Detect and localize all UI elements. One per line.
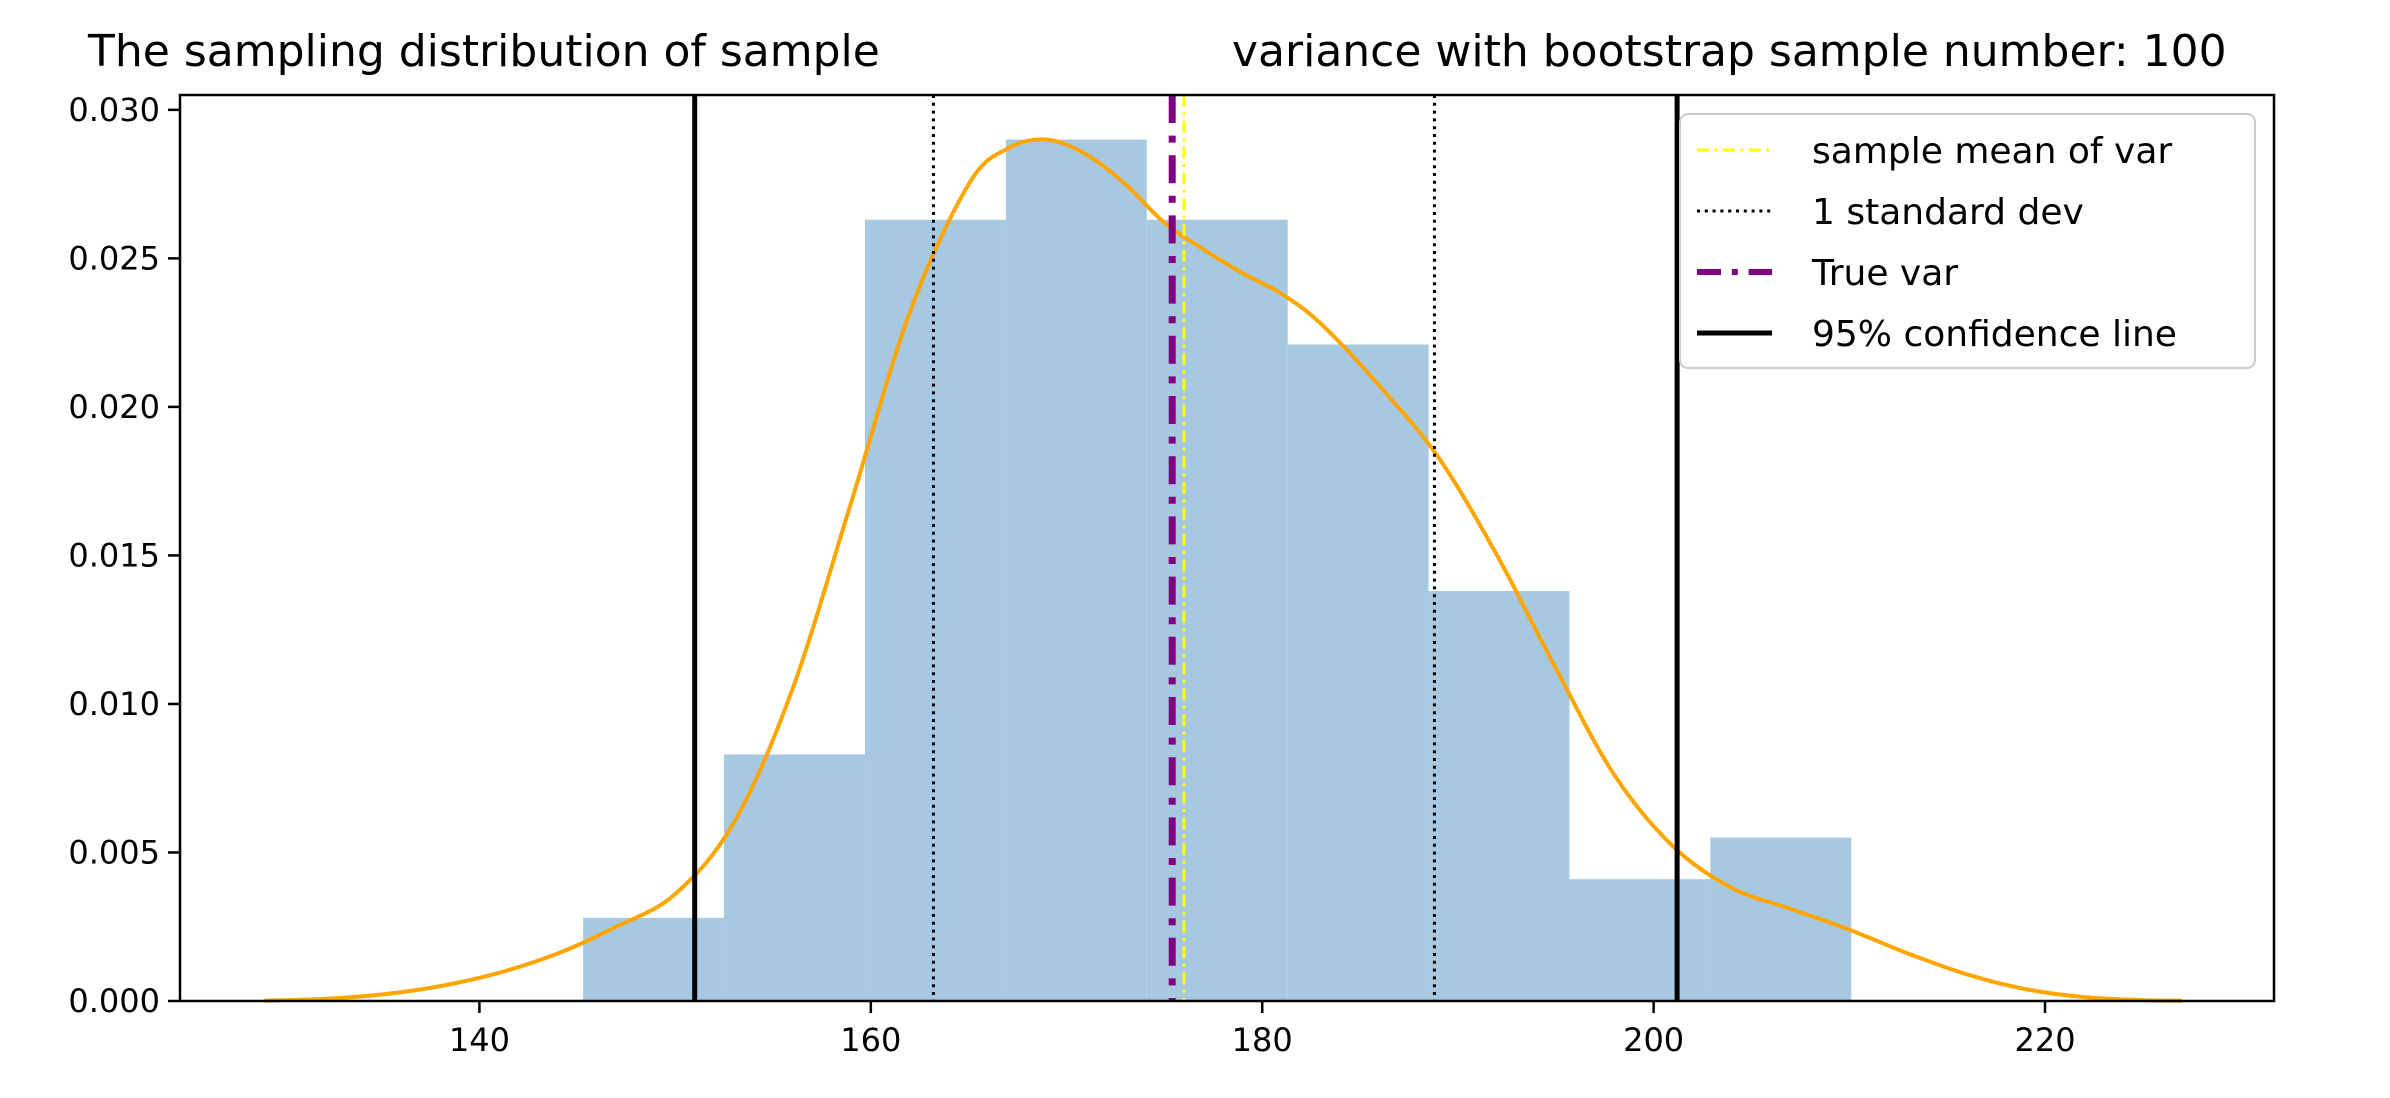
legend-box [1679,113,2256,369]
plot-frame [178,93,2276,1003]
legend-label-2: True var [1811,253,1958,294]
legend-label-1: 1 standard dev [1812,192,2084,233]
histogram-bar-3 [1005,139,1147,1001]
kde-curve-group [264,137,2183,1003]
legend-label-3: 95% confidence line [1812,314,2177,355]
legend: sample mean of var 1 standard dev True var… [1679,113,2256,369]
chart-title-right: variance with bootstrap sample number: 1… [1232,26,2227,77]
y-tick-label-3: 0.015 [68,536,160,574]
histogram-bar-0 [583,917,725,1001]
x-axis-ticks: 140 160 180 200 220 [449,1001,2076,1059]
kde-curve [264,137,2183,1003]
x-tick-label-4: 220 [2014,1021,2075,1059]
vertical-lines [692,95,1680,1001]
histogram-bar-6 [1428,591,1570,1001]
histogram-bar-1 [724,754,865,1001]
y-tick-label-5: 0.025 [68,239,160,277]
histogram-bar-4 [1146,219,1288,1002]
y-axis-ticks: 0.000 0.005 0.010 0.015 0.020 0.025 0.030 [68,91,180,1020]
y-tick-label-6: 0.030 [68,91,160,129]
y-tick-label-4: 0.020 [68,388,160,426]
chart-title-left: The sampling distribution of sample [87,26,880,77]
y-tick-label-1: 0.005 [68,833,160,871]
x-tick-label-2: 180 [1232,1021,1293,1059]
x-tick-label-1: 160 [840,1021,901,1059]
histogram-bar-2 [864,219,1006,1002]
legend-label-0: sample mean of var [1812,131,2172,172]
y-tick-label-2: 0.010 [68,685,160,723]
histogram-bar-7 [1569,879,1711,1001]
x-tick-label-0: 140 [449,1021,510,1059]
x-tick-label-3: 200 [1623,1021,1684,1059]
histogram-bars [583,139,1852,1002]
histogram-bar-8 [1710,837,1852,1001]
y-tick-label-0: 0.000 [68,982,160,1020]
histogram-bar-5 [1287,344,1429,1001]
